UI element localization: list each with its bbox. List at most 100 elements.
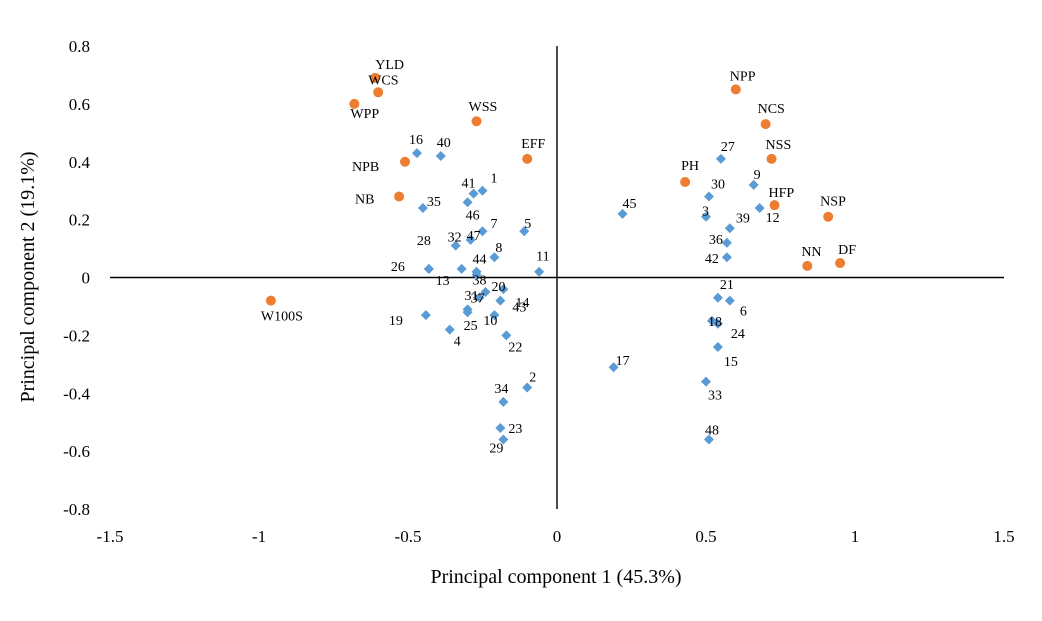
- point-label: 43: [512, 301, 526, 316]
- point-label: PH: [681, 159, 699, 174]
- x-tick-label: -0.5: [395, 527, 422, 546]
- point-label: HFP: [769, 186, 795, 201]
- genotype-point: [450, 240, 461, 251]
- y-tick-label: 0.4: [69, 153, 91, 172]
- point-label: 11: [536, 250, 549, 265]
- genotype-point: [420, 310, 431, 321]
- genotype-point: [703, 434, 714, 445]
- point-label: 21: [720, 278, 734, 293]
- point-label: 26: [391, 260, 405, 275]
- point-label: WCS: [368, 73, 398, 88]
- point-label: NSP: [820, 195, 846, 210]
- trait-point: [394, 191, 405, 202]
- genotype-point: [498, 284, 509, 295]
- trait-point: [730, 84, 741, 95]
- genotype-point: [721, 237, 732, 248]
- y-tick-label: -0.8: [63, 500, 90, 519]
- genotype-point: [417, 203, 428, 214]
- genotype-point: [444, 324, 455, 335]
- genotype-point: [489, 252, 500, 263]
- point-label: W100S: [261, 310, 303, 325]
- genotype-point: [465, 234, 476, 245]
- genotype-point: [489, 310, 500, 321]
- point-label: 39: [736, 211, 750, 226]
- point-label: 8: [495, 241, 502, 256]
- genotype-point: [701, 376, 711, 387]
- point-label: EFF: [521, 137, 545, 152]
- genotype-point: [462, 197, 473, 208]
- trait-point: [400, 156, 411, 167]
- point-label: 16: [409, 133, 423, 148]
- x-tick-label: 0.5: [695, 527, 716, 546]
- genotype-point: [474, 292, 485, 303]
- point-label: 35: [427, 195, 441, 210]
- point-label: 32: [448, 231, 462, 246]
- point-label: 3: [702, 205, 709, 220]
- point-label: 15: [724, 355, 738, 370]
- point-label: 12: [766, 211, 780, 226]
- point-label: 48: [705, 424, 719, 439]
- y-tick-label: -0.6: [63, 442, 90, 461]
- point-label: WSS: [469, 100, 498, 115]
- tick-labels: -1.5 -1 -0.5 0 0.5 1 1.5 0.8 0.6 0.4 0.2 0 -0.2 -0.4 -…: [63, 37, 1015, 546]
- genotype-point: [608, 362, 619, 373]
- point-label: 7: [491, 217, 498, 232]
- point-label: 17: [616, 354, 630, 369]
- point-label: NPB: [352, 160, 379, 175]
- genotype-point: [477, 185, 488, 196]
- genotype-point: [498, 396, 509, 407]
- genotype-point: [435, 150, 446, 161]
- x-tick-label: 1.5: [993, 527, 1014, 546]
- genotype-point: [715, 153, 726, 164]
- trait-point: [522, 153, 533, 164]
- data-points: [265, 72, 846, 445]
- genotype-point: [501, 330, 512, 341]
- x-tick-label: -1.5: [97, 527, 124, 546]
- genotype-point: [519, 226, 530, 237]
- x-tick-label: 0: [553, 527, 562, 546]
- point-label: 23: [508, 422, 522, 437]
- genotype-point: [411, 148, 422, 159]
- y-tick-label: 0.6: [69, 95, 90, 114]
- trait-point: [835, 258, 846, 269]
- point-label: 20: [491, 280, 505, 295]
- genotype-point: [701, 211, 711, 222]
- point-label: 5: [524, 217, 531, 232]
- point-label: 41: [462, 177, 476, 192]
- genotype-point: [423, 263, 434, 274]
- y-tick-label: 0.8: [69, 37, 90, 56]
- genotype-point: [462, 307, 473, 318]
- genotype-point: [456, 263, 467, 274]
- genotype-point: [534, 266, 545, 277]
- trait-point: [471, 116, 482, 127]
- axes: [110, 46, 1004, 509]
- point-label: 14: [515, 296, 529, 311]
- point-label: 29: [489, 442, 503, 457]
- point-label: 18: [708, 315, 722, 330]
- x-axis-title: Principal component 1 (45.3%): [430, 566, 681, 588]
- point-label: 9: [754, 168, 761, 183]
- point-label: 2: [529, 370, 536, 385]
- trait-point: [769, 200, 780, 211]
- point-label: 46: [466, 208, 480, 223]
- genotype-point: [468, 188, 479, 199]
- point-label: 37: [471, 291, 485, 306]
- y-axis-title: Principal component 2 (19.1%): [17, 151, 39, 402]
- genotype-point: [724, 295, 735, 306]
- genotype-point: [522, 382, 533, 393]
- point-label: 45: [623, 197, 637, 212]
- genotype-point: [721, 252, 732, 263]
- point-label: 4: [454, 335, 461, 350]
- point-label: 28: [417, 234, 431, 249]
- genotype-point: [480, 286, 491, 297]
- trait-point: [760, 119, 771, 130]
- point-label: 24: [731, 327, 745, 342]
- point-label: NPP: [730, 69, 756, 84]
- y-tick-label: 0: [82, 269, 91, 288]
- genotype-point: [477, 226, 488, 237]
- point-label: 36: [709, 233, 723, 248]
- point-label: WPP: [350, 107, 379, 122]
- trait-point: [349, 98, 360, 109]
